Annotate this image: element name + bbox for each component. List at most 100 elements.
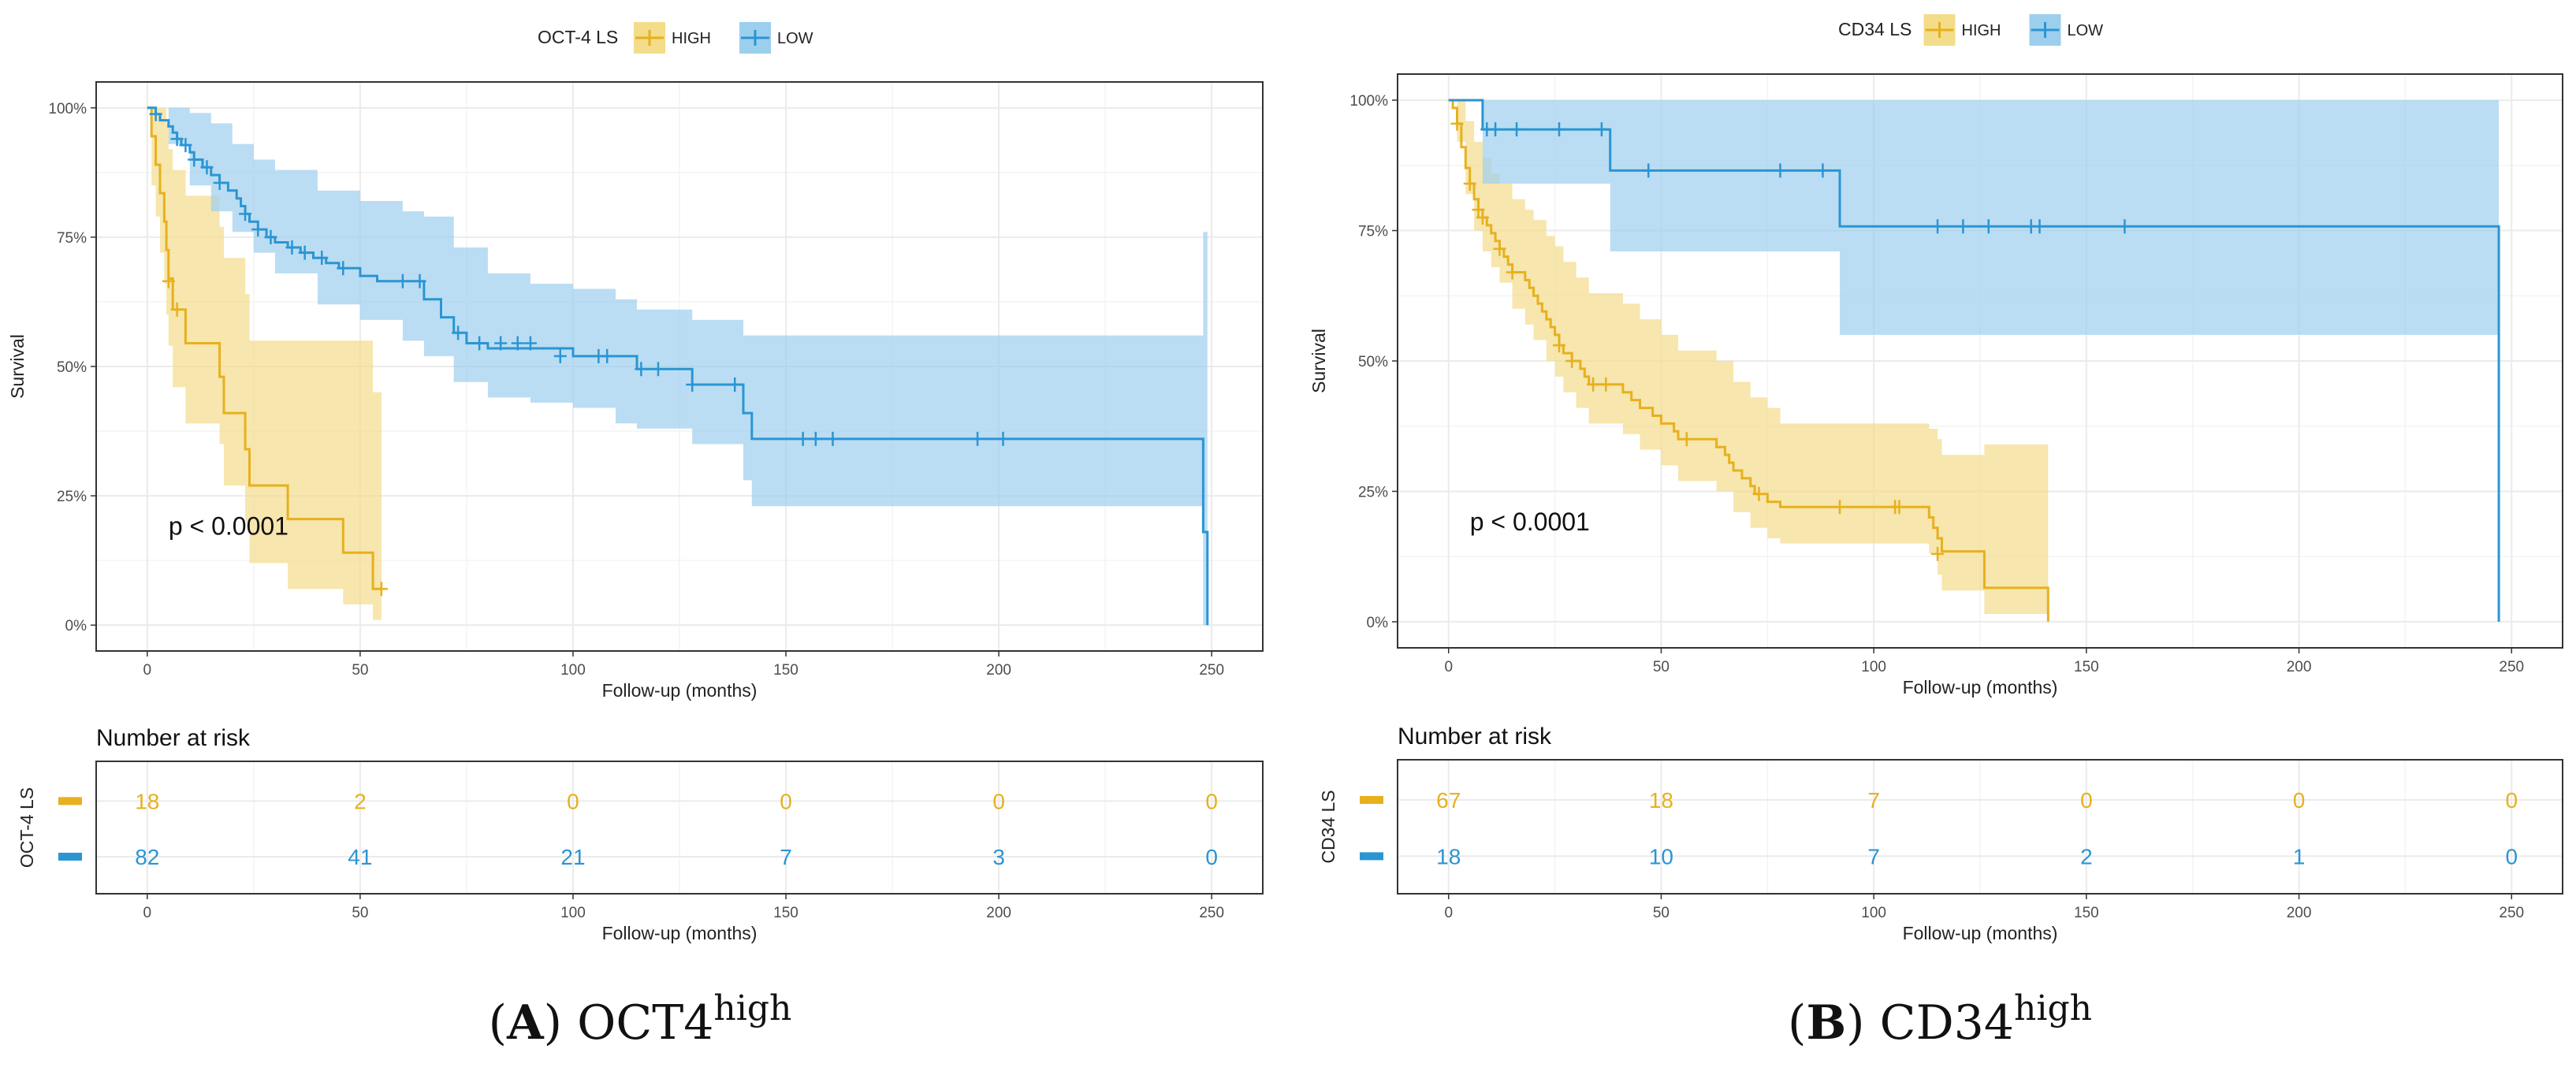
censor-mark-low <box>239 206 252 221</box>
y-tick-label: 0% <box>65 618 87 634</box>
risk-count-high: 0 <box>2505 788 2518 813</box>
censor-mark-low <box>170 132 184 147</box>
risk-count-low: 1 <box>2293 844 2306 869</box>
censor-mark-high <box>374 582 388 597</box>
x-axis-label: Follow-up (months) <box>602 680 758 701</box>
caption-superscript: high <box>713 988 791 1029</box>
x-tick-label: 250 <box>2499 659 2524 675</box>
censor-mark-low <box>511 336 524 351</box>
censor-mark-high <box>1463 176 1476 191</box>
panel-caption: (A) OCT4high <box>489 988 792 1051</box>
risk-count-high: 0 <box>992 789 1005 813</box>
censor-mark-low <box>601 348 614 363</box>
caption-close-paren: ) <box>544 995 577 1051</box>
censor-mark-high <box>1450 116 1464 131</box>
censor-mark-low <box>494 336 508 351</box>
censor-mark-low <box>396 273 409 288</box>
legend-title: CD34 LS <box>1838 19 1912 39</box>
y-tick-label: 25% <box>1358 484 1388 500</box>
censor-mark-low <box>996 431 1010 446</box>
caption-text: OCT4 <box>577 995 713 1051</box>
censor-mark-low <box>1956 219 1970 234</box>
censor-mark-high <box>1833 500 1846 515</box>
censor-mark-low <box>796 431 810 446</box>
censor-mark-low <box>2033 219 2046 234</box>
y-axis-label: Survival <box>1308 329 1329 393</box>
censor-mark-low <box>1774 163 1787 178</box>
censor-mark-low <box>728 377 742 392</box>
risk-count-low: 41 <box>348 845 372 869</box>
censor-mark-low <box>473 336 486 351</box>
x-tick-label: 0 <box>1444 659 1453 675</box>
censor-mark-high <box>1552 338 1565 353</box>
censor-mark-low <box>413 273 426 288</box>
censor-mark-low <box>635 362 648 377</box>
risk-y-axis-label: OCT-4 LS <box>17 787 37 868</box>
y-tick-label: 25% <box>57 489 87 505</box>
risk-count-low: 0 <box>2505 844 2518 869</box>
censor-mark-high <box>1493 241 1506 256</box>
censor-mark-high <box>1476 210 1489 225</box>
risk-count-low: 21 <box>560 845 585 869</box>
censor-mark-low <box>971 431 985 446</box>
censor-mark-low <box>826 431 839 446</box>
censor-mark-high <box>1931 546 1945 561</box>
y-tick-label: 100% <box>1349 93 1388 110</box>
risk-count-low: 10 <box>1649 844 1673 869</box>
risk-count-low: 7 <box>1867 844 1880 869</box>
censor-mark-low <box>179 138 192 153</box>
risk-x-tick-label: 0 <box>1444 905 1453 921</box>
x-tick-label: 0 <box>143 662 152 679</box>
risk-table-title: Number at risk <box>96 725 251 751</box>
plot-border <box>95 81 1264 652</box>
plot-area: 0 50 100 150 200 250 0% 25% 50% 75% 100% p < 0.0001… <box>1308 73 2563 697</box>
risk-count-high: 67 <box>1436 788 1461 813</box>
risk-y-axis-label: CD34 LS <box>1318 790 1338 863</box>
censor-mark-high <box>1506 265 1519 280</box>
censor-mark-low <box>1595 122 1608 137</box>
censor-mark-low <box>200 160 214 175</box>
censor-mark-high <box>1565 354 1579 368</box>
risk-x-tick-label: 100 <box>1861 905 1886 921</box>
p-value: p < 0.0001 <box>1470 508 1590 536</box>
censor-mark-high <box>170 302 184 317</box>
risk-x-tick-label: 150 <box>2074 905 2099 921</box>
confidence-band-low <box>1448 100 2500 335</box>
risk-count-low: 2 <box>2080 844 2093 869</box>
x-tick-label: 250 <box>1199 662 1224 679</box>
x-axis-label: Follow-up (months) <box>1903 677 2058 697</box>
risk-x-tick-label: 200 <box>986 905 1011 921</box>
risk-x-tick-label: 200 <box>2287 905 2312 921</box>
y-axis-label: Survival <box>7 334 28 399</box>
risk-row-key-low <box>58 852 82 861</box>
censor-mark-low <box>1489 122 1502 137</box>
y-tick-label: 100% <box>48 101 87 117</box>
plot-border <box>1397 73 2563 649</box>
y-tick-label: 0% <box>1367 615 1389 631</box>
risk-x-axis-label: Follow-up (months) <box>602 923 758 943</box>
survival-curve-high <box>147 106 382 590</box>
risk-row-key-low <box>1360 852 1383 861</box>
censor-mark-low <box>1816 163 1830 178</box>
risk-count-high: 0 <box>1205 789 1218 813</box>
censor-mark-low <box>337 261 350 276</box>
risk-count-low: 18 <box>1436 844 1461 869</box>
caption-open-paren: ( <box>1788 995 1806 1051</box>
censor-mark-low <box>686 377 699 392</box>
risk-x-tick-label: 50 <box>1653 905 1670 921</box>
risk-table-border <box>95 761 1264 895</box>
x-tick-label: 100 <box>1861 659 1886 675</box>
censor-mark-low <box>315 251 329 266</box>
censor-mark-high <box>162 273 175 288</box>
caption-letter: A <box>506 995 545 1051</box>
confidence-band-high <box>1448 100 2049 622</box>
legend: OCT-4 LS HIGH LOW <box>538 22 813 54</box>
censor-mark-low <box>1552 122 1565 137</box>
confidence-band-low <box>147 107 1208 626</box>
risk-count-high: 0 <box>780 789 792 813</box>
censor-mark-low <box>2118 219 2131 234</box>
y-tick-label: 75% <box>57 230 87 247</box>
